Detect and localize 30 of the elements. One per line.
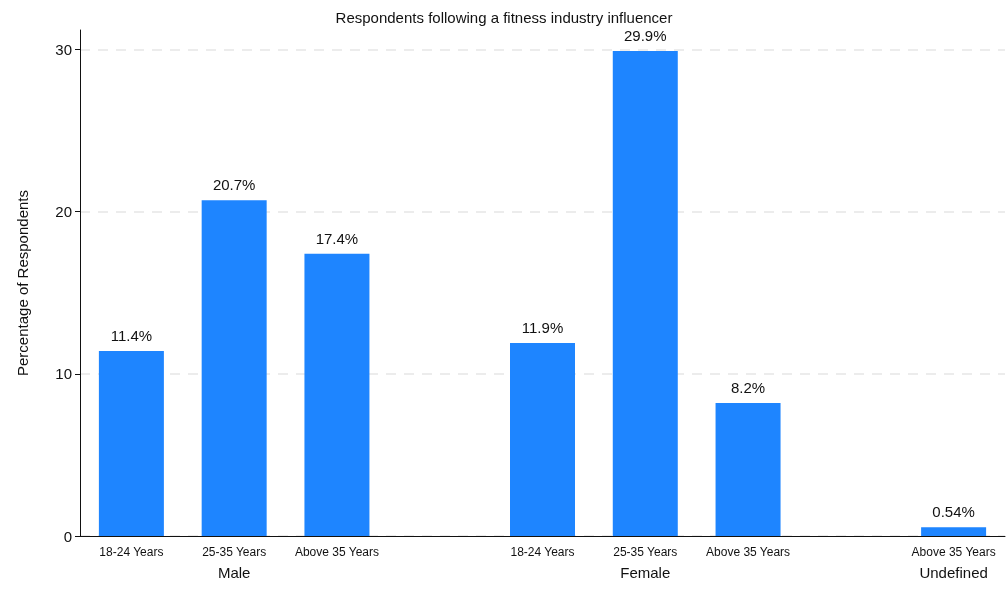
data-label: 17.4% [315,229,359,247]
y-tick-label: 0 [63,527,72,545]
y-tick-label: 30 [55,40,72,58]
bar [304,253,370,536]
x-tick-label: Above 35 Years [706,545,791,559]
x-tick-label: 25-35 Years [202,545,267,559]
data-label: 8.2% [730,379,766,397]
bar [612,51,678,536]
text: Female [620,563,671,581]
data-label: 11.4% [110,327,153,345]
bar [921,527,987,536]
y-axis-title: Percentage of Respondents [14,190,31,376]
text: Undefined [919,563,988,581]
bar [715,403,781,536]
bar [510,343,575,536]
x-tick-label: 18-24 Years [99,545,164,559]
y-tick-label: 10 [55,365,72,383]
chart-title: Respondents following a fitness industry influencer [335,9,673,26]
x-tick-label: 25-35 Years [613,545,678,559]
data-label: 29.9% [624,27,667,45]
x-tick-label: Above 35 Years [294,545,379,559]
text: Male [217,563,251,581]
bar [98,351,164,536]
x-tick-label: 18-24 Years [510,545,575,559]
y-tick-label: 20 [55,203,72,221]
bar [201,200,267,536]
data-label: 11.9% [521,319,564,337]
x-tick-label: Above 35 Years [911,545,996,559]
data-label: 0.54% [932,503,975,521]
data-label: 20.7% [212,176,256,194]
